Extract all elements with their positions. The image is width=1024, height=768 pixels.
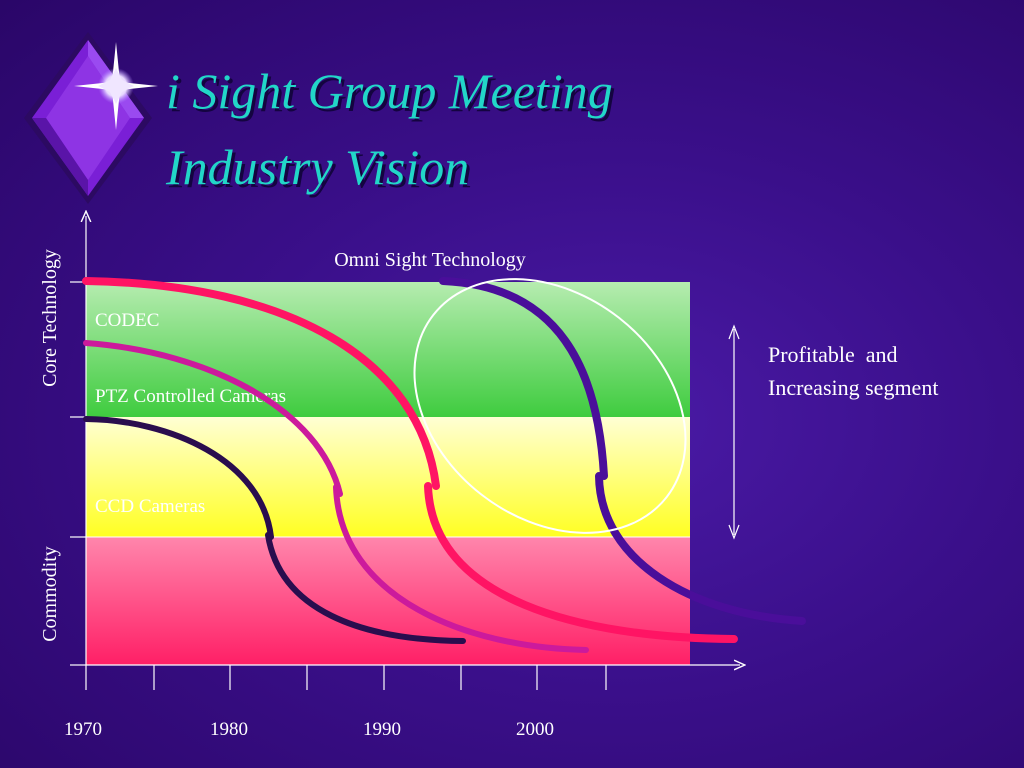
side-note-line2: Increasing segment <box>768 375 939 400</box>
band-label-codec: CODEC <box>95 310 159 331</box>
diamond-star-icon <box>24 32 158 204</box>
x-tick-label-1990: 1990 <box>363 719 401 740</box>
y-axis-top-label: Core Technology <box>39 249 61 387</box>
pink-curve-tail <box>424 482 738 643</box>
page-title: i Sight Group Meeting <box>166 63 613 119</box>
profit-arrow-head-bottom <box>728 524 740 540</box>
profitable-segment-note: Profitable and Increasing segment <box>768 338 938 404</box>
band-label-ccd: CCD Cameras <box>95 496 205 517</box>
magenta-curve <box>83 340 343 497</box>
profit-arrow-head-top <box>728 324 740 340</box>
x-tick-label-1970: 1970 <box>64 719 102 740</box>
dark-curve-tail <box>265 532 466 644</box>
purple-curve-tail <box>595 472 806 625</box>
band-commodity <box>86 537 690 665</box>
side-note-line1: Profitable and <box>768 342 898 367</box>
pink-curve <box>82 277 440 490</box>
page-subtitle: Industry Vision <box>166 139 470 195</box>
band-label-ptz: PTZ Controlled Cameras <box>95 386 286 407</box>
y-axis-ticks <box>70 281 86 666</box>
magenta-curve-tail <box>333 484 589 653</box>
x-axis-ticks <box>85 665 607 690</box>
omni-sight-label: Omni Sight Technology <box>334 249 526 271</box>
x-tick-label-2000: 2000 <box>516 719 554 740</box>
y-axis-bottom-label: Commodity <box>39 546 61 642</box>
purple-curve <box>439 277 608 480</box>
x-tick-label-1980: 1980 <box>210 719 248 740</box>
dark-curve <box>83 416 274 540</box>
omni-sight-highlight-ellipse <box>413 278 687 534</box>
